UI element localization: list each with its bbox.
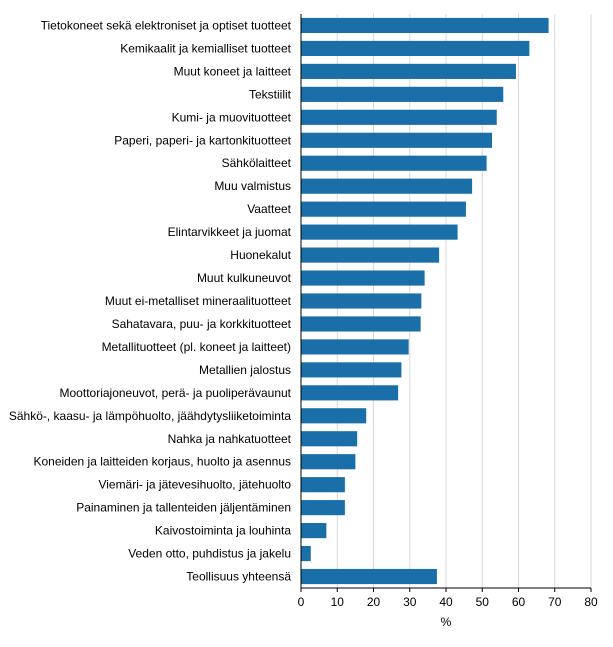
bar	[301, 500, 345, 516]
category-label: Kaivostoiminta ja louhinta	[155, 524, 291, 538]
bar	[301, 247, 440, 263]
category-label: Metallien jalostus	[199, 363, 291, 377]
bars	[301, 17, 549, 585]
category-label: Sähkö-, kaasu- ja lämpöhuolto, jäähdytys…	[9, 409, 291, 423]
bar	[301, 109, 497, 125]
x-axis-title: %	[441, 615, 452, 629]
category-label: Teollisuus yhteensä	[186, 570, 291, 584]
category-label: Moottoriajoneuvot, perä- ja puoliperävau…	[60, 386, 292, 400]
category-label: Muut ei-metalliset mineraalituotteet	[105, 294, 292, 308]
category-labels: Tietokoneet sekä elektroniset ja optiset…	[9, 18, 292, 583]
x-tick-label: 0	[298, 595, 305, 609]
bar	[301, 86, 504, 102]
category-label: Tietokoneet sekä elektroniset ja optiset…	[41, 18, 292, 32]
bar	[301, 316, 421, 332]
tick-labels: 0 10 20 30 40 50 60 70 80	[298, 595, 598, 609]
x-tick-label: 60	[512, 595, 526, 609]
category-label: Sähkölaitteet	[222, 156, 292, 170]
bar	[301, 431, 358, 447]
bar	[301, 132, 493, 148]
category-label: Vaatteet	[247, 202, 291, 216]
x-tick-label: 30	[403, 595, 417, 609]
x-tick-label: 40	[439, 595, 453, 609]
bar	[301, 63, 516, 79]
category-label: Muut kulkuneuvot	[197, 271, 292, 285]
x-tick-label: 20	[367, 595, 381, 609]
category-label: Muu valmistus	[214, 179, 291, 193]
bar	[301, 17, 549, 34]
bar	[301, 178, 473, 194]
category-label: Kumi- ja muovituotteet	[172, 110, 292, 124]
category-label: Tekstiilit	[249, 87, 292, 101]
category-label: Koneiden ja laitteiden korjaus, huolto j…	[33, 455, 291, 469]
bar	[301, 408, 367, 424]
category-label: Painaminen ja tallenteiden jäljentäminen	[76, 501, 291, 515]
bar	[301, 477, 345, 493]
bar	[301, 201, 466, 217]
bar	[301, 40, 530, 57]
bar	[301, 362, 402, 378]
category-label: Paperi, paperi- ja kartonkituotteet	[114, 133, 291, 147]
bar	[301, 385, 399, 401]
category-label: Metallituotteet (pl. koneet ja laitteet)	[102, 340, 291, 354]
x-tick-label: 80	[584, 595, 598, 609]
bar	[301, 568, 437, 585]
x-tick-label: 70	[548, 595, 562, 609]
category-label: Sahatavara, puu- ja korkkituotteet	[112, 317, 292, 331]
bar	[301, 339, 409, 355]
x-tick-label: 10	[331, 595, 345, 609]
axes	[300, 14, 592, 592]
category-label: Veden otto, puhdistus ja jakelu	[128, 547, 291, 561]
category-label: Muut koneet ja laitteet	[174, 64, 292, 78]
x-tick-label: 50	[476, 595, 490, 609]
category-label: Viemäri- ja jätevesihuolto, jätehuolto	[98, 478, 291, 492]
bar	[301, 545, 311, 562]
bar	[301, 270, 425, 286]
bar	[301, 224, 458, 240]
bar	[301, 155, 487, 171]
bar	[301, 293, 422, 309]
category-label: Nahka ja nahkatuotteet	[168, 432, 292, 446]
bar	[301, 454, 356, 470]
category-label: Kemikaalit ja kemialliset tuotteet	[120, 41, 291, 55]
category-label: Elintarvikkeet ja juomat	[168, 225, 292, 239]
category-label: Huonekalut	[230, 248, 291, 262]
bar	[301, 523, 327, 539]
